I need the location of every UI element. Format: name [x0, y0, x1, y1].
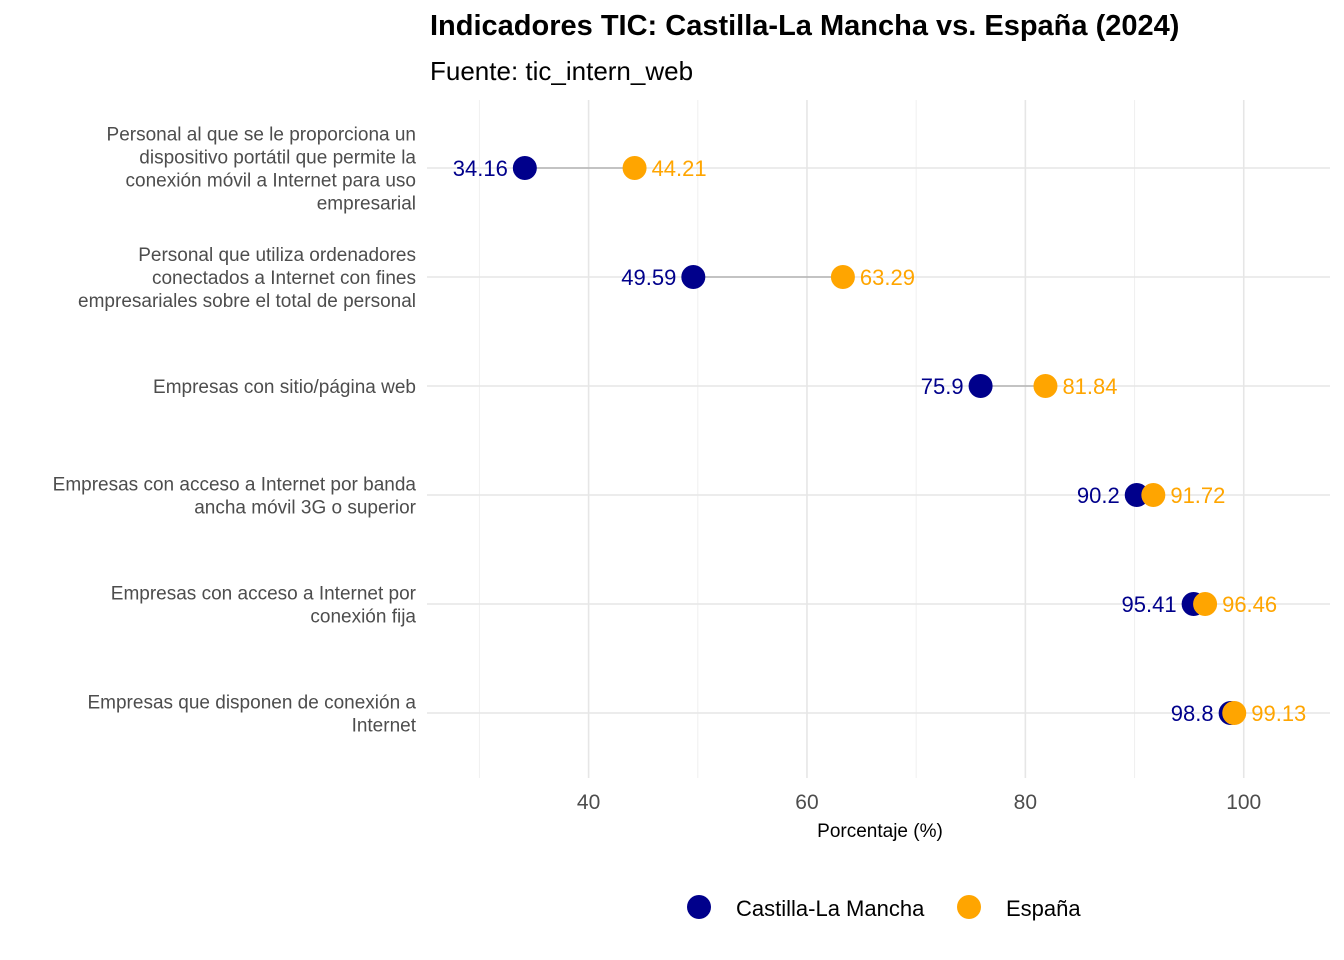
data-point	[830, 265, 855, 289]
x-axis-title: Porcentaje (%)	[817, 821, 943, 842]
grid-lines	[427, 100, 1330, 778]
legend-key	[957, 895, 981, 919]
data-point	[1033, 374, 1058, 398]
category-label: Empresas con acceso a Internet por banda…	[53, 475, 417, 519]
value-label: 98.8	[1171, 701, 1214, 726]
value-label: 34.16	[453, 156, 508, 181]
category-label: Empresas con sitio/página web	[153, 377, 416, 398]
value-label: 81.84	[1062, 374, 1117, 399]
data-point	[1141, 483, 1166, 507]
x-tick-label: 60	[795, 791, 818, 814]
value-label: 49.59	[621, 265, 676, 290]
chart-title: Indicadores TIC: Castilla-La Mancha vs. …	[430, 10, 1180, 42]
category-label: Empresas con acceso a Internet por conexi…	[111, 584, 417, 628]
value-labels: 34.16 44.21 49.59 63.29 75.9 81.84 90.2 91.72 95…	[453, 156, 1307, 726]
legend: Castilla-La Mancha España	[687, 895, 1081, 921]
legend-key	[687, 895, 711, 919]
data-points	[512, 156, 1247, 725]
value-label: 63.29	[860, 265, 915, 290]
x-tick-label: 40	[577, 791, 600, 814]
value-label: 96.46	[1222, 592, 1277, 617]
category-labels: Personal al que se le proporciona un disp…	[53, 125, 417, 737]
data-point	[622, 156, 647, 180]
value-label: 75.9	[921, 374, 964, 399]
x-tick-label: 80	[1014, 791, 1037, 814]
connector-segments	[524, 167, 1235, 714]
value-label: 91.72	[1170, 483, 1225, 508]
category-label: Personal al que se le proporciona un disp…	[107, 125, 417, 215]
data-point	[512, 156, 537, 180]
category-label: Empresas que disponen de conexión a Inter…	[87, 693, 416, 737]
category-label: Personal que utiliza ordenadores conectad…	[78, 245, 416, 312]
value-label: 44.21	[652, 156, 707, 181]
x-tick-label: 100	[1226, 791, 1261, 814]
value-label: 90.2	[1077, 483, 1120, 508]
data-point	[681, 265, 706, 289]
legend-label: España	[1006, 896, 1081, 921]
data-point	[1222, 701, 1247, 725]
x-axis-ticks: 40 60 80 100	[577, 791, 1261, 814]
value-label: 99.13	[1251, 701, 1306, 726]
legend-label: Castilla-La Mancha	[736, 896, 925, 921]
value-label: 95.41	[1122, 592, 1177, 617]
data-point	[1193, 592, 1218, 616]
data-point	[968, 374, 993, 398]
chart-subtitle: Fuente: tic_intern_web	[430, 56, 694, 86]
data-point	[1124, 483, 1149, 507]
